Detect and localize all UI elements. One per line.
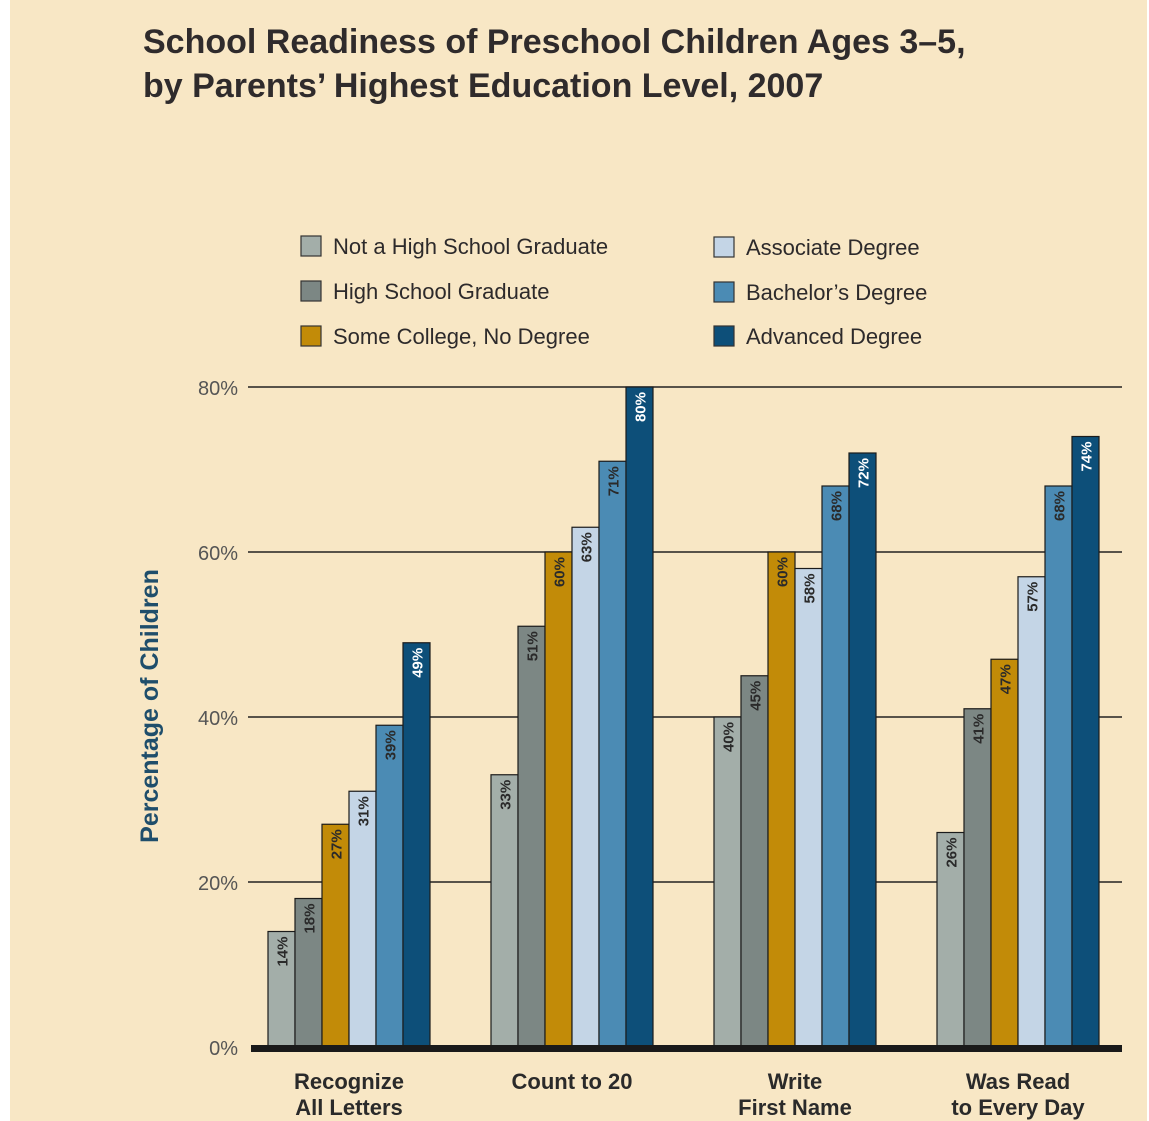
- bar-value-label: 60%: [775, 557, 792, 587]
- bar-value-label: 47%: [998, 664, 1015, 694]
- bar: [517, 625, 546, 1048]
- bar: [571, 526, 600, 1048]
- bar-value-label: 41%: [971, 714, 988, 744]
- bar-value-label: 63%: [579, 532, 596, 562]
- bar-value-label: 33%: [498, 780, 515, 810]
- x-category-label: First Name: [738, 1095, 852, 1120]
- legend-label: Not a High School Graduate: [333, 234, 608, 259]
- bar-value-label: 27%: [329, 829, 346, 859]
- bar-value-label: 72%: [856, 458, 873, 488]
- bar-value-label: 51%: [525, 631, 542, 661]
- bar: [848, 452, 877, 1048]
- bar-value-label: 26%: [944, 838, 961, 868]
- x-category-label: Recognize: [294, 1069, 404, 1094]
- y-tick-label: 60%: [198, 543, 238, 565]
- bar-value-label: 45%: [748, 681, 765, 711]
- bar-value-label: 18%: [302, 904, 319, 934]
- bar: [963, 708, 992, 1048]
- legend-label: Associate Degree: [746, 235, 920, 260]
- bar: [402, 642, 431, 1048]
- x-category-label: Was Read: [966, 1069, 1070, 1094]
- bar-value-label: 71%: [606, 466, 623, 496]
- x-category-label: to Every Day: [951, 1095, 1085, 1120]
- bar: [1044, 485, 1073, 1048]
- chart-title: School Readiness of Preschool Children A…: [143, 20, 1133, 108]
- bar: [348, 790, 377, 1048]
- bar: [544, 551, 573, 1048]
- bar-value-label: 74%: [1079, 442, 1096, 472]
- legend-swatch: [713, 236, 735, 258]
- bar: [625, 386, 654, 1048]
- chart-title-line-2: by Parents’ Highest Education Level, 200…: [143, 67, 824, 105]
- legend-swatch: [713, 281, 735, 303]
- x-category-label: Count to 20: [512, 1069, 633, 1094]
- bar: [740, 675, 769, 1048]
- y-axis-title: Percentage of Children: [136, 569, 164, 843]
- legend-label: Advanced Degree: [746, 324, 922, 349]
- bar-value-label: 39%: [383, 730, 400, 760]
- bar-value-label: 31%: [356, 796, 373, 826]
- x-category-label: Write: [768, 1069, 823, 1094]
- x-axis-baseline: [251, 1045, 1122, 1052]
- bar: [821, 485, 850, 1048]
- bar-value-label: 40%: [721, 722, 738, 752]
- bar: [1017, 576, 1046, 1048]
- legend-swatch: [300, 325, 322, 347]
- y-tick-label: 0%: [209, 1038, 238, 1060]
- bar: [294, 897, 323, 1048]
- bar-value-label: 57%: [1025, 582, 1042, 612]
- chart-title-line-1: School Readiness of Preschool Children A…: [143, 23, 966, 61]
- x-category-label: All Letters: [295, 1095, 403, 1120]
- y-tick-label: 80%: [198, 378, 238, 400]
- bar: [1071, 435, 1100, 1048]
- bar-value-label: 58%: [802, 574, 819, 604]
- legend-label: Bachelor’s Degree: [746, 280, 927, 305]
- bar: [490, 774, 519, 1048]
- y-tick-label: 20%: [198, 873, 238, 895]
- y-tick-label: 40%: [198, 708, 238, 730]
- bar: [767, 551, 796, 1048]
- bar: [794, 567, 823, 1048]
- legend-swatch: [713, 325, 735, 347]
- legend-label: High School Graduate: [333, 279, 549, 304]
- legend-swatch: [300, 280, 322, 302]
- bar-value-label: 68%: [829, 491, 846, 521]
- bar: [375, 724, 404, 1048]
- bar-value-label: 80%: [633, 392, 650, 422]
- bar: [990, 658, 1019, 1048]
- legend-label: Some College, No Degree: [333, 324, 590, 349]
- legend-swatch: [300, 235, 322, 257]
- bar-value-label: 14%: [275, 937, 292, 967]
- bar-value-label: 60%: [552, 557, 569, 587]
- bar-value-label: 68%: [1052, 491, 1069, 521]
- bar-value-label: 49%: [410, 648, 427, 678]
- bar: [598, 460, 627, 1048]
- bar: [713, 716, 742, 1048]
